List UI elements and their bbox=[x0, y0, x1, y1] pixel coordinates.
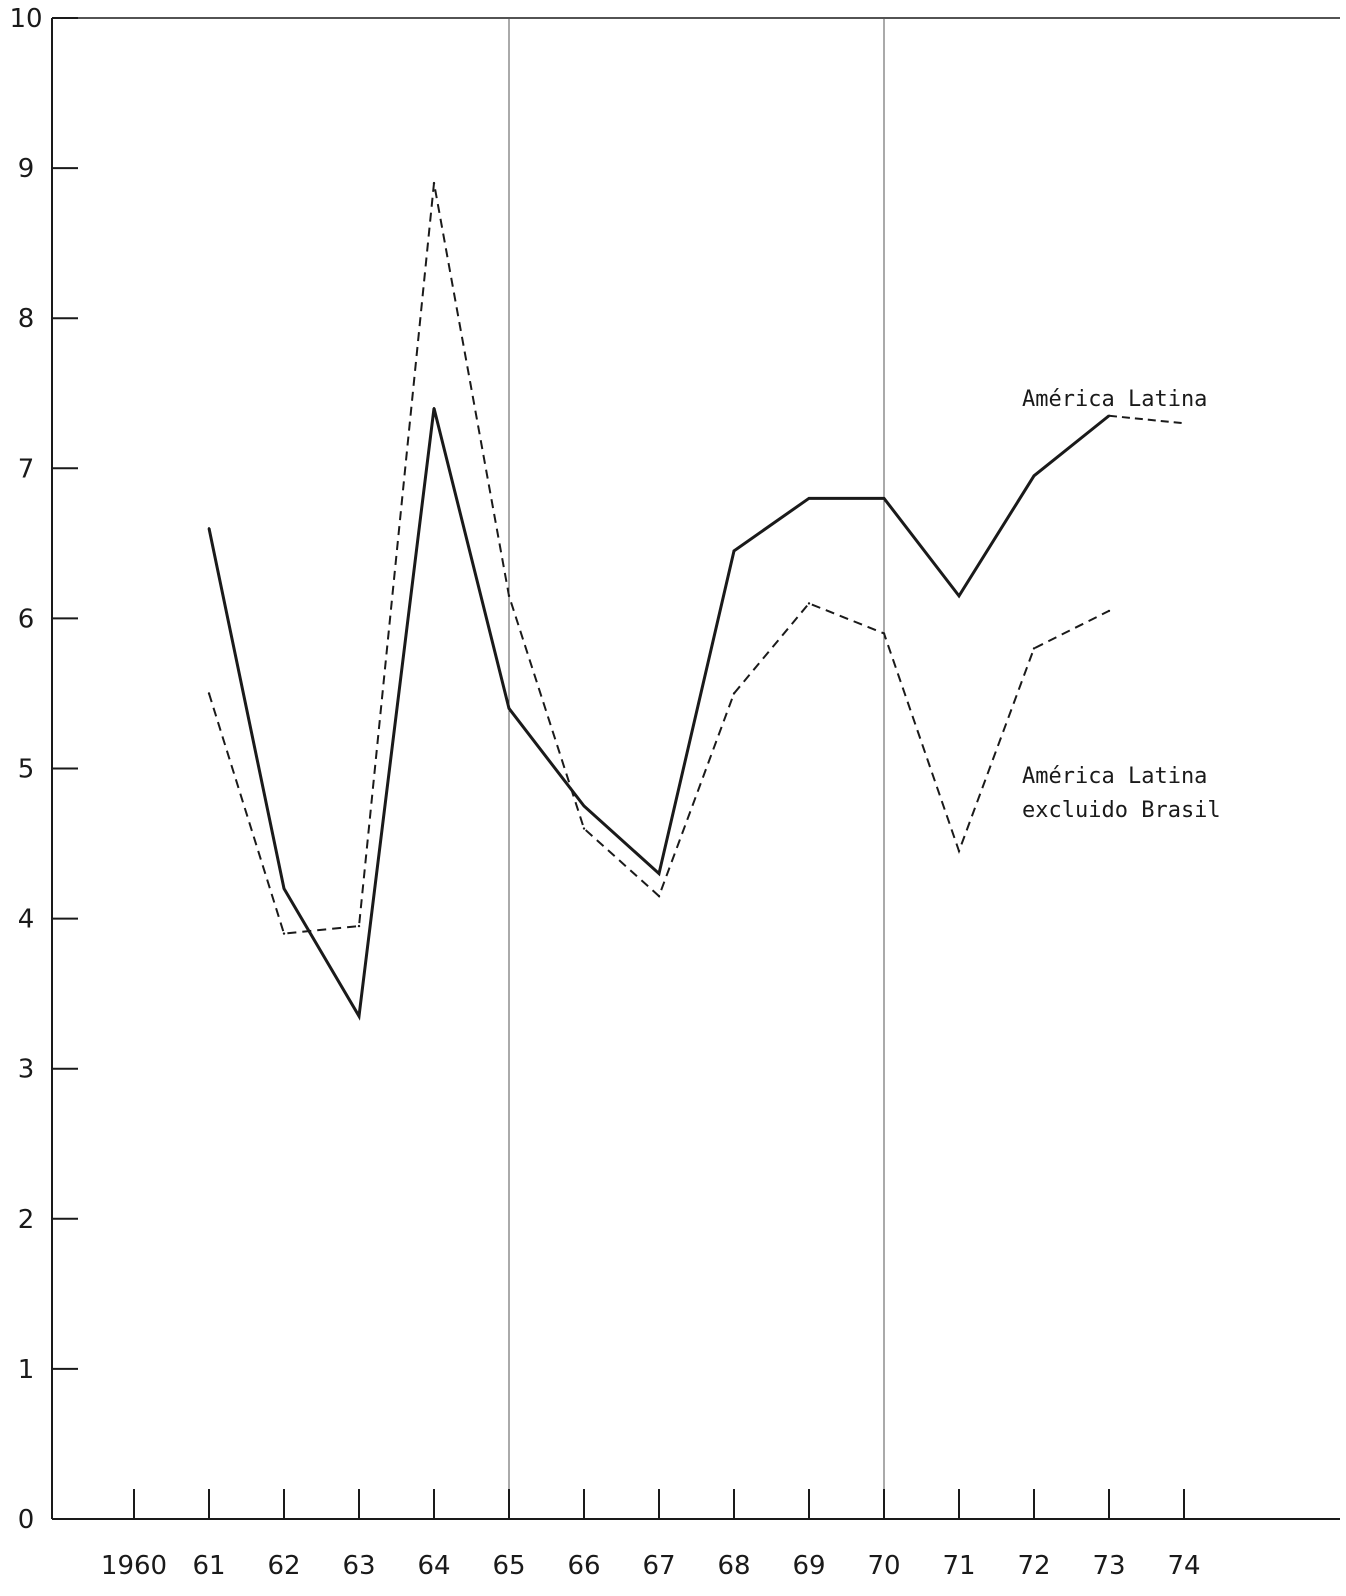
reference-lines bbox=[508, 18, 885, 1519]
series-label-america-latina-excluido-brasil: excluido Brasil bbox=[1022, 798, 1221, 823]
data-point bbox=[657, 894, 661, 898]
x-tick-label: 66 bbox=[567, 1551, 600, 1581]
data-point bbox=[957, 594, 961, 598]
data-point bbox=[207, 692, 211, 695]
data-point bbox=[807, 602, 811, 605]
series-lines bbox=[207, 181, 1185, 1021]
x-tick-label: 69 bbox=[792, 1551, 825, 1581]
data-point bbox=[282, 887, 286, 890]
data-point bbox=[882, 497, 886, 500]
data-point bbox=[582, 804, 586, 808]
y-tick-label: 2 bbox=[18, 1205, 35, 1235]
data-point bbox=[507, 707, 511, 710]
series-labels: América Latina América Latina excluido Bra… bbox=[1022, 387, 1221, 823]
series-label-america-latina: América Latina bbox=[1022, 387, 1207, 412]
y-tick-label: 1 bbox=[18, 1355, 35, 1385]
x-tick-label: 64 bbox=[417, 1551, 450, 1581]
data-point bbox=[807, 497, 811, 500]
data-point bbox=[732, 549, 736, 553]
data-point bbox=[1032, 647, 1036, 650]
x-tick-label: 70 bbox=[867, 1551, 900, 1581]
y-tick-label: 9 bbox=[18, 154, 35, 184]
data-point bbox=[732, 692, 736, 695]
x-tick-label: 74 bbox=[1167, 1551, 1200, 1581]
y-tick-label: 3 bbox=[18, 1055, 35, 1085]
y-tick-label: 6 bbox=[18, 604, 35, 634]
x-tick-label: 67 bbox=[642, 1551, 675, 1581]
y-axis-ticks: 0 1 2 3 4 5 6 7 8 9 10 bbox=[9, 4, 78, 1535]
y-tick-label: 10 bbox=[9, 4, 42, 34]
data-point bbox=[882, 632, 886, 635]
data-point bbox=[357, 924, 361, 928]
x-tick-label: 71 bbox=[942, 1551, 975, 1581]
data-point bbox=[657, 872, 661, 875]
x-tick-label: 72 bbox=[1017, 1551, 1050, 1581]
data-point bbox=[1107, 414, 1111, 417]
data-point bbox=[282, 932, 286, 935]
data-point bbox=[1107, 609, 1111, 613]
x-axis-ticks: 1960 61 62 63 64 65 66 67 68 69 70 71 72 73 74 bbox=[101, 1489, 1201, 1581]
data-point bbox=[207, 527, 211, 530]
x-tick-label: 1960 bbox=[101, 1551, 167, 1581]
y-tick-label: 0 bbox=[18, 1505, 35, 1535]
y-tick-label: 5 bbox=[18, 755, 35, 785]
data-point bbox=[582, 827, 586, 830]
x-tick-label: 65 bbox=[492, 1551, 525, 1581]
y-tick-label: 8 bbox=[18, 304, 35, 334]
x-tick-label: 73 bbox=[1092, 1551, 1125, 1581]
data-point bbox=[357, 1014, 361, 1018]
x-tick-label: 63 bbox=[342, 1551, 375, 1581]
x-tick-label: 62 bbox=[267, 1551, 300, 1581]
x-tick-label: 61 bbox=[192, 1551, 225, 1581]
x-tick-label: 68 bbox=[717, 1551, 750, 1581]
data-point bbox=[1032, 474, 1036, 478]
data-point bbox=[957, 849, 961, 853]
y-tick-label: 4 bbox=[18, 905, 35, 935]
data-point bbox=[432, 407, 436, 410]
series-label-america-latina-excluido-brasil: América Latina bbox=[1022, 764, 1207, 789]
data-point bbox=[432, 181, 436, 185]
data-point bbox=[507, 594, 511, 598]
y-tick-label: 7 bbox=[18, 454, 35, 484]
